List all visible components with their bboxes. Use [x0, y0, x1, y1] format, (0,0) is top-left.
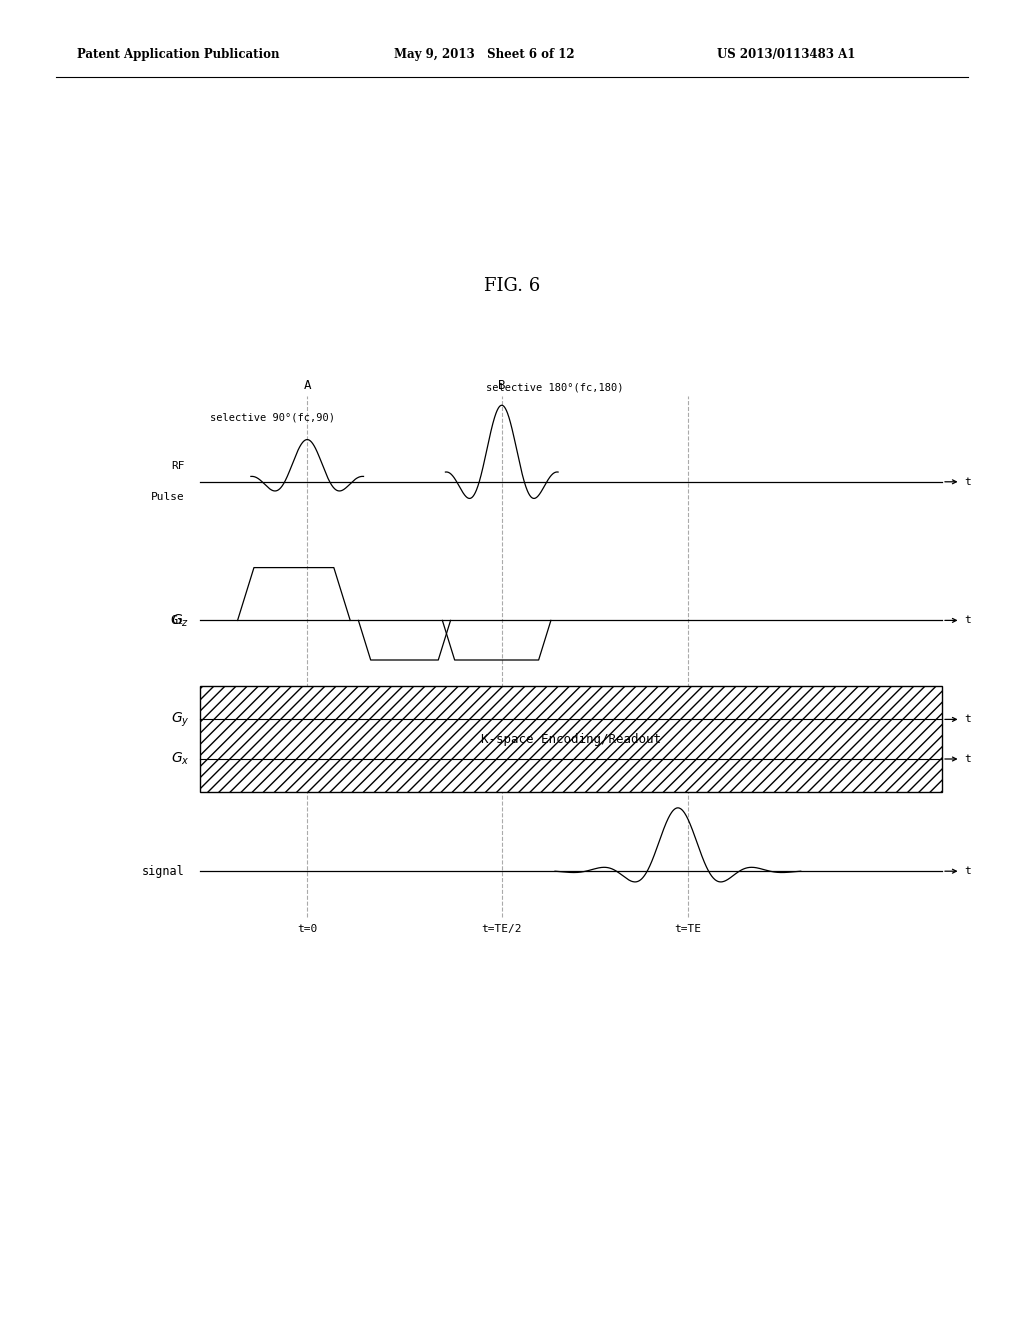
Text: selective 180°(fc,180): selective 180°(fc,180) — [486, 381, 624, 392]
Text: t: t — [965, 754, 972, 764]
Text: Pulse: Pulse — [151, 492, 184, 503]
Text: t: t — [965, 714, 972, 725]
Text: selective 90°(fc,90): selective 90°(fc,90) — [210, 412, 335, 422]
Text: G₂: G₂ — [170, 614, 184, 627]
Text: t: t — [965, 615, 972, 626]
Text: t: t — [965, 866, 972, 876]
Text: signal: signal — [141, 865, 184, 878]
Text: $G_z$: $G_z$ — [171, 612, 189, 628]
Text: FIG. 6: FIG. 6 — [484, 277, 540, 296]
Text: t=0: t=0 — [297, 924, 317, 935]
Text: US 2013/0113483 A1: US 2013/0113483 A1 — [717, 48, 855, 61]
Bar — [200, 686, 942, 792]
Text: May 9, 2013   Sheet 6 of 12: May 9, 2013 Sheet 6 of 12 — [394, 48, 574, 61]
Text: B: B — [498, 379, 506, 392]
Text: Patent Application Publication: Patent Application Publication — [77, 48, 280, 61]
Text: t=TE: t=TE — [675, 924, 701, 935]
Text: A: A — [303, 379, 311, 392]
Text: $G_y$: $G_y$ — [171, 710, 189, 729]
Text: RF: RF — [171, 461, 184, 471]
Text: t=TE/2: t=TE/2 — [481, 924, 522, 935]
Text: $G_x$: $G_x$ — [171, 751, 189, 767]
Text: K-space Encoding/Readout: K-space Encoding/Readout — [481, 733, 660, 746]
Text: t: t — [965, 477, 972, 487]
